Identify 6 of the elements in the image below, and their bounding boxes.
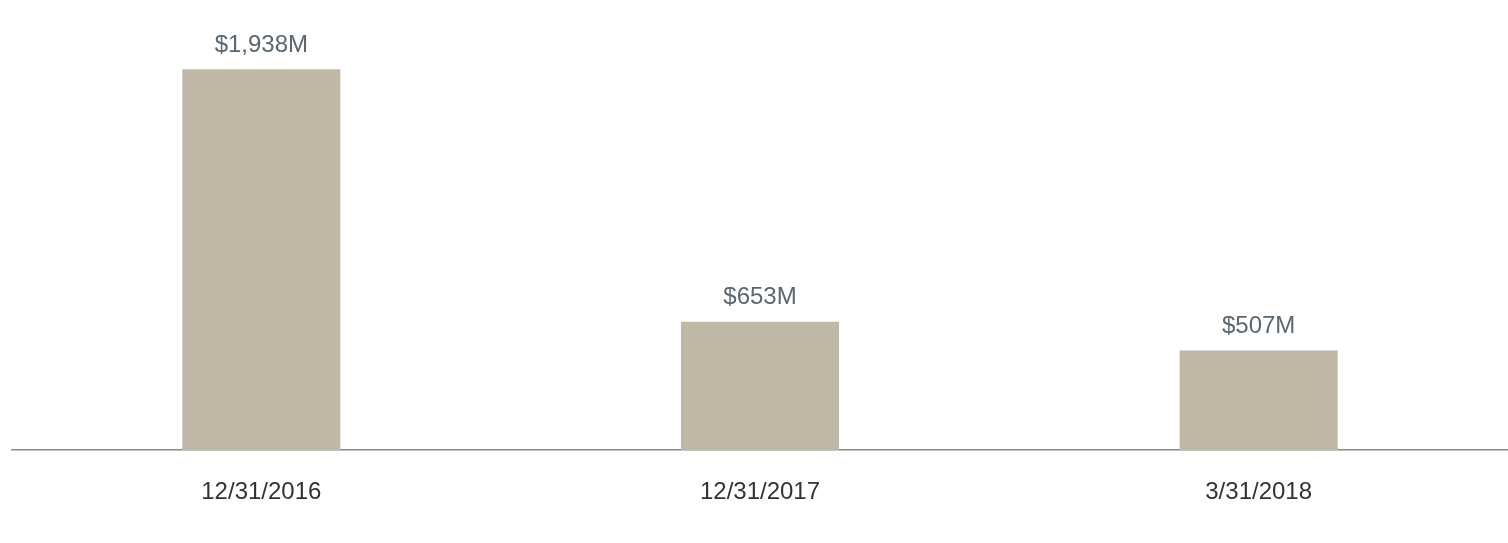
data-label: $507M	[1221, 311, 1296, 339]
x-tick-label: 12/31/2016	[201, 477, 322, 505]
data-label: $653M	[723, 282, 797, 310]
x-tick-label: 12/31/2017	[699, 477, 821, 505]
x-tick-label: 3/31/2018	[1205, 477, 1313, 505]
data-label: $1,938M	[214, 29, 309, 57]
